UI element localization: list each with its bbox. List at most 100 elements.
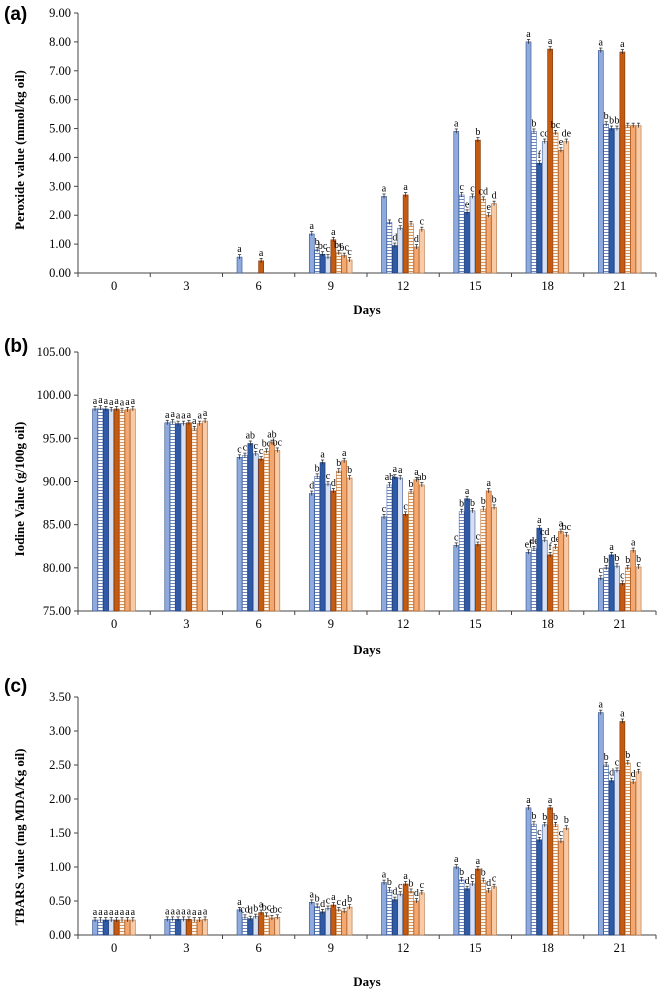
significance-letter: b	[481, 496, 486, 507]
significance-letter: a	[176, 411, 181, 422]
y-tick-label: 3.00	[49, 179, 71, 193]
bar-t1-day-15	[453, 866, 460, 936]
bar-t3-day-18	[536, 162, 543, 274]
bar-t2-day-6	[242, 917, 248, 936]
significance-letter: b	[347, 465, 352, 476]
bar-t4-day-15	[469, 510, 476, 612]
significance-letter: a	[310, 889, 315, 900]
bar-t7-day-12	[413, 900, 420, 936]
bar-t3-day-3	[175, 423, 181, 612]
significance-letter: d	[309, 481, 314, 492]
significance-letter: a	[114, 396, 119, 407]
bar-t6-day-9	[335, 909, 342, 936]
significance-letter: e	[559, 137, 564, 148]
bar-t8-day-15	[491, 507, 497, 612]
significance-letter: a	[131, 907, 136, 918]
bar-t1-day-9	[308, 902, 315, 936]
significance-letter: b	[614, 553, 619, 564]
bar-t1-day-0	[92, 919, 98, 936]
bar-t4-day-21	[614, 128, 620, 274]
bar-t8-day-15	[491, 203, 497, 274]
significance-letter: a	[631, 538, 636, 549]
bar-t7-day-15	[485, 890, 492, 936]
bar-t6-day-6	[263, 914, 270, 936]
bar-t4-day-0	[108, 409, 115, 612]
bar-t7-day-9	[341, 255, 347, 274]
bar-t2-day-0	[97, 407, 104, 612]
panel-b-ylabel: Iodine Value (g/100g oil)	[12, 422, 27, 557]
significance-letter: b	[409, 878, 414, 889]
panel-b-xlabel: Days	[353, 642, 380, 657]
significance-letter: a	[109, 397, 114, 408]
significance-letter: a	[331, 892, 336, 903]
bar-t3-day-15	[464, 888, 470, 936]
bar-t2-day-21	[603, 764, 609, 936]
bar-t5-day-15	[475, 868, 481, 936]
panel-b-label: (b)	[4, 336, 28, 357]
significance-letter: a	[609, 542, 614, 553]
significance-letter: a	[181, 906, 186, 917]
significance-letter: a	[203, 408, 208, 419]
bar-t7-day-15	[485, 214, 492, 274]
significance-letter: f	[538, 150, 542, 161]
bar-t4-day-3	[180, 423, 187, 612]
y-tick-label: 105.00	[37, 345, 71, 359]
significance-letter: c	[326, 471, 331, 482]
significance-letter: bc	[273, 904, 283, 915]
significance-letter: c	[253, 441, 258, 452]
significance-letter: b	[409, 479, 414, 490]
significance-letter: ab	[267, 430, 276, 441]
significance-letter: c	[237, 444, 242, 455]
bar-t7-day-9	[341, 460, 347, 612]
significance-letter: a	[403, 182, 408, 193]
x-tick-label: 21	[614, 279, 627, 293]
bar-t2-day-12	[386, 222, 393, 274]
bar-t5-day-6	[258, 912, 264, 936]
bar-t5-day-21	[619, 583, 626, 612]
bar-t7-day-15	[485, 490, 492, 612]
significance-letter: b	[604, 555, 609, 566]
bar-t6-day-21	[624, 762, 631, 936]
x-tick-label: 18	[541, 941, 554, 955]
significance-letter: c	[615, 757, 620, 768]
significance-letter: b	[315, 463, 320, 474]
significance-letter: b	[475, 127, 480, 138]
significance-letter: a	[237, 897, 242, 908]
significance-letter: c	[382, 504, 387, 515]
bar-t5-day-15	[475, 544, 481, 612]
y-tick-label: 2.50	[49, 758, 71, 772]
bar-t1-day-0	[92, 408, 98, 612]
bar-t5-day-6	[258, 458, 264, 612]
significance-letter: c	[398, 215, 403, 226]
significance-letter: e	[465, 199, 470, 210]
bar-t8-day-9	[346, 906, 353, 936]
y-tick-label: 75.00	[43, 604, 71, 618]
bar-t4-day-9	[325, 908, 331, 936]
significance-letter: c	[326, 895, 331, 906]
bar-t5-day-3	[186, 919, 192, 936]
panel-b: (b) Iodine Value (g/100g oil) Days 75.00…	[4, 336, 657, 657]
bar-t5-day-21	[619, 721, 626, 936]
y-tick-label: 95.00	[43, 431, 71, 445]
bar-t8-day-0	[130, 408, 136, 612]
bar-t4-day-6	[252, 916, 259, 936]
y-tick-label: 1.00	[49, 237, 71, 251]
bar-t8-day-18	[563, 141, 570, 274]
significance-letter: b	[459, 499, 464, 510]
bar-t1-day-18	[525, 807, 532, 936]
bar-t1-day-3	[164, 422, 171, 612]
bar-t6-day-12	[408, 491, 414, 612]
x-tick-label: 0	[111, 617, 117, 631]
bar-t3-day-9	[319, 911, 326, 936]
x-tick-label: 21	[614, 617, 627, 631]
significance-letter: bc	[562, 522, 572, 533]
significance-letter: d	[331, 478, 336, 489]
significance-letter: ef	[525, 539, 533, 550]
significance-letter: a	[548, 36, 553, 47]
significance-letter: a	[526, 795, 531, 806]
bar-t6-day-15	[480, 508, 487, 612]
bar-t7-day-21	[630, 781, 636, 936]
bar-t6-day-9	[335, 470, 342, 612]
x-tick-label: 3	[183, 279, 189, 293]
x-tick-label: 9	[328, 617, 334, 631]
